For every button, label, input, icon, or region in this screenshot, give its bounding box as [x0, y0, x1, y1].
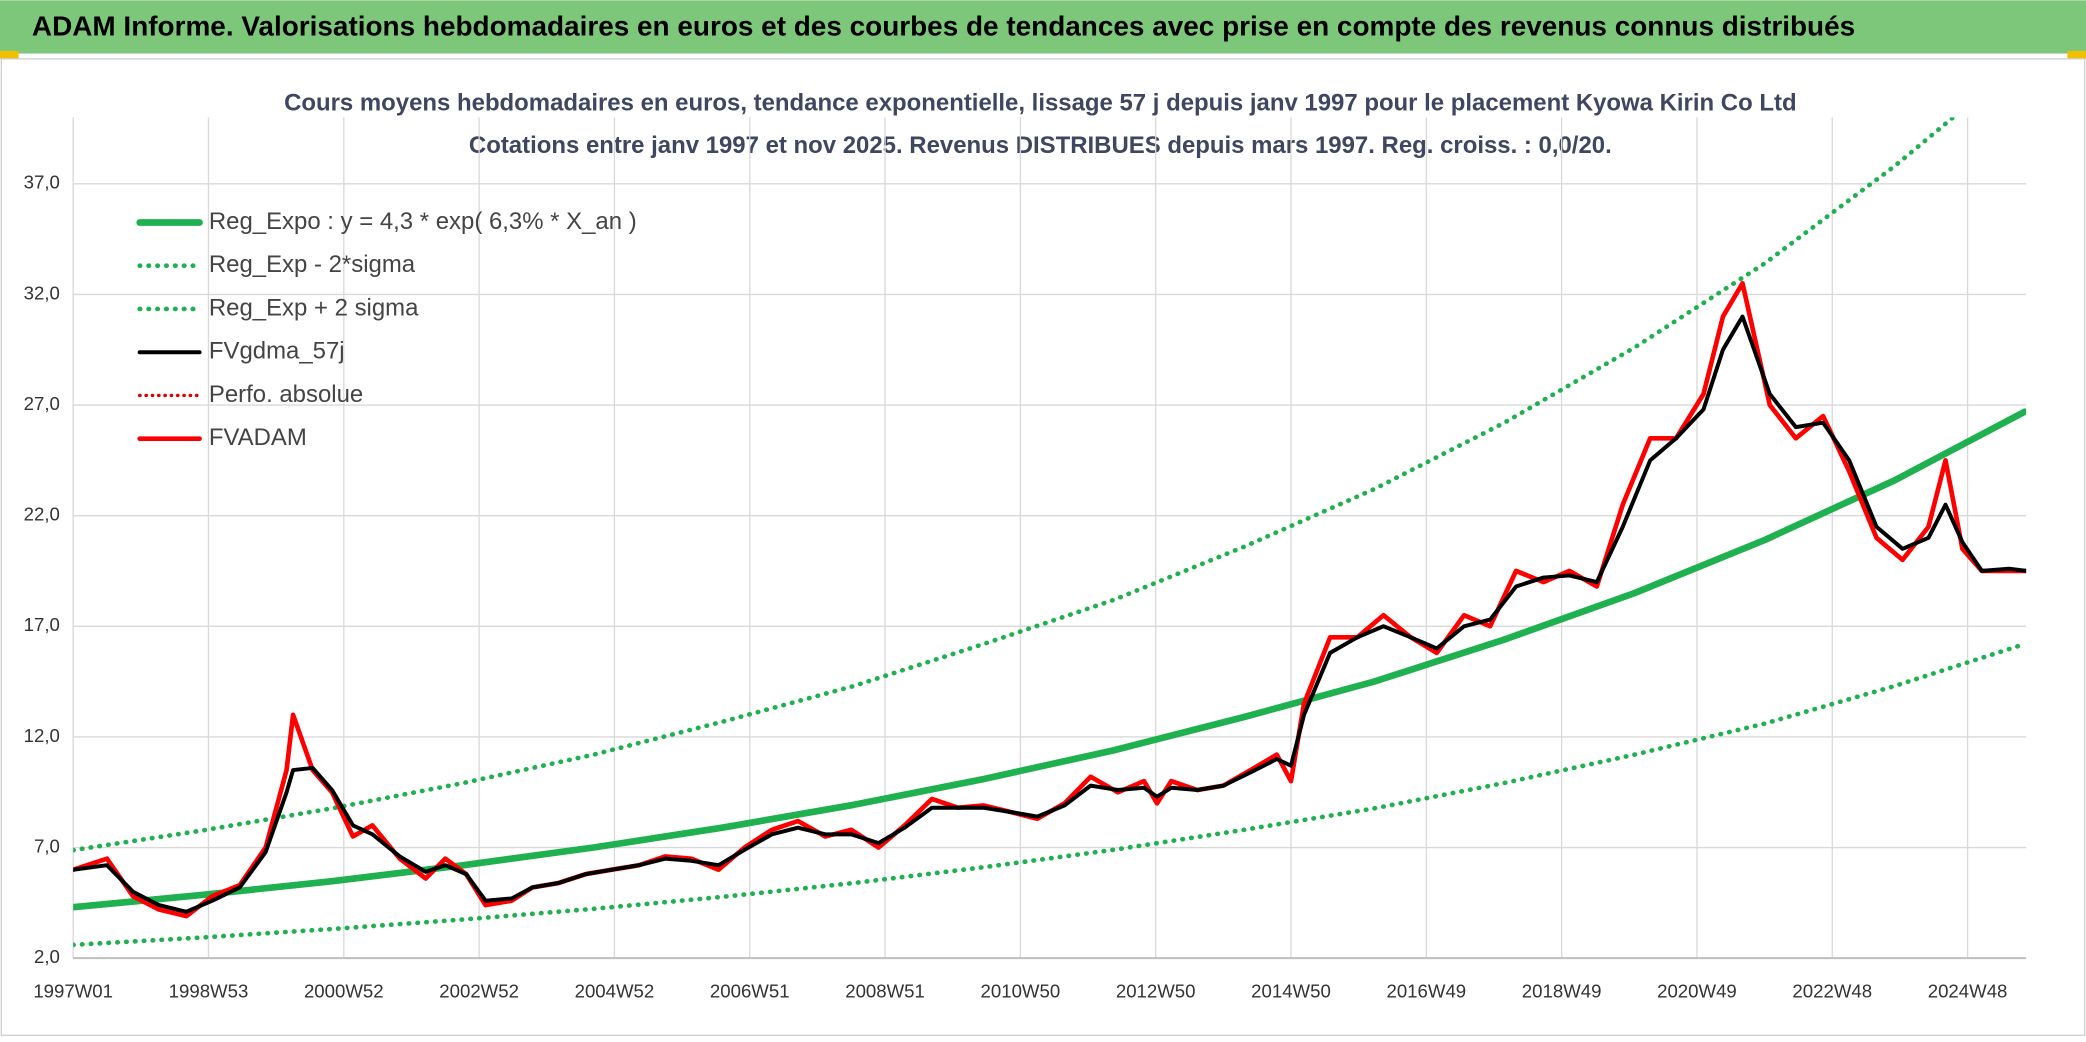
x-tick-label: 2022W48 [1792, 981, 1872, 1002]
x-tick-label: 2018W49 [1522, 981, 1602, 1002]
x-tick-label: 2024W48 [1928, 981, 2008, 1002]
legend-label: FVgdma_57j [209, 338, 345, 365]
legend-label: Reg_Exp - 2*sigma [209, 251, 416, 278]
x-tick-label: 2008W51 [845, 981, 925, 1002]
chart-frame [0, 58, 2086, 1037]
y-tick-label: 22,0 [24, 504, 60, 525]
x-tick-label: 2010W50 [981, 981, 1061, 1002]
legend-label: Perfo. absolue [209, 381, 363, 408]
y-tick-label: 27,0 [24, 393, 60, 414]
y-tick-label: 17,0 [24, 614, 60, 635]
x-tick-label: 2016W49 [1386, 981, 1466, 1002]
x-tick-label: 2020W49 [1657, 981, 1737, 1002]
x-tick-label: 2014W50 [1251, 981, 1331, 1002]
series-line [73, 408, 2027, 911]
corner [0, 50, 19, 59]
legend-label: FVADAM [209, 424, 307, 451]
page-title: ADAM Informe. Valorisations hebdomadaire… [32, 11, 1855, 42]
y-tick-label: 37,0 [24, 172, 60, 193]
plot-area [73, 117, 2027, 948]
legend-label: Reg_Expo : y = 4,3 * exp( 6,3% * X_an ) [209, 208, 637, 235]
series-line [73, 314, 2027, 914]
y-tick-label: 32,0 [24, 282, 60, 303]
header-bar [0, 0, 2086, 54]
chart-subtitle: Cotations entre janv 1997 et nov 2025. R… [469, 132, 1612, 159]
corner [2067, 50, 2086, 59]
y-tick-label: 7,0 [34, 835, 60, 856]
x-tick-label: 2002W52 [439, 981, 519, 1002]
y-tick-label: 2,0 [34, 946, 60, 967]
x-tick-label: 2004W52 [575, 981, 655, 1002]
x-tick-label: 1997W01 [33, 981, 113, 1002]
x-tick-label: 1998W53 [169, 981, 249, 1002]
series-line [73, 117, 1957, 853]
y-tick-label: 12,0 [24, 725, 60, 746]
chart-subtitle: Cours moyens hebdomadaires en euros, ten… [284, 89, 1797, 116]
series-line [73, 641, 2027, 948]
x-tick-label: 2012W50 [1116, 981, 1196, 1002]
legend-label: Reg_Exp + 2 sigma [209, 294, 419, 321]
x-tick-label: 2000W52 [304, 981, 384, 1002]
x-tick-label: 2006W51 [710, 981, 790, 1002]
